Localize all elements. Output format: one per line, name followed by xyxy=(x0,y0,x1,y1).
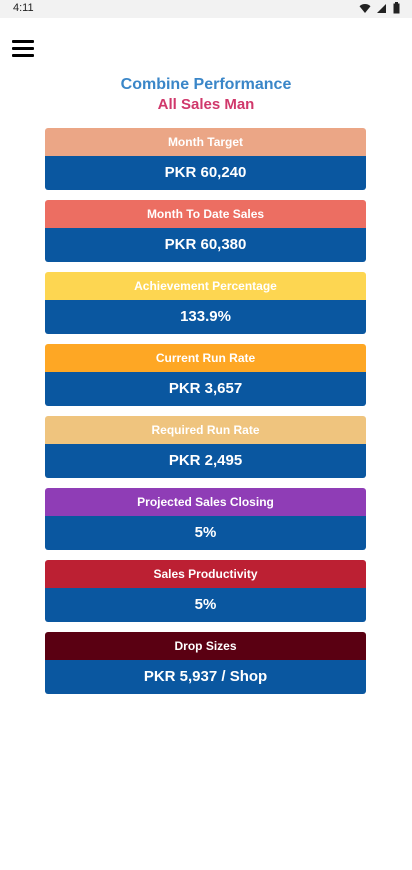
card-value: 5% xyxy=(45,516,366,550)
card-value: PKR 5,937 / Shop xyxy=(45,660,366,694)
battery-icon xyxy=(393,2,400,14)
menu-button[interactable] xyxy=(12,38,36,58)
card-value: 5% xyxy=(45,588,366,622)
card-value: PKR 3,657 xyxy=(45,372,366,406)
card-value: PKR 60,380 xyxy=(45,228,366,262)
performance-cards: Month Target PKR 60,240 Month To Date Sa… xyxy=(45,128,366,704)
card-achievement-percentage: Achievement Percentage 133.9% xyxy=(45,272,366,334)
card-label: Required Run Rate xyxy=(45,416,366,444)
card-value: PKR 2,495 xyxy=(45,444,366,478)
status-bar: 4:11 xyxy=(0,0,412,18)
card-label: Projected Sales Closing xyxy=(45,488,366,516)
card-label: Drop Sizes xyxy=(45,632,366,660)
card-month-target: Month Target PKR 60,240 xyxy=(45,128,366,190)
card-label: Month Target xyxy=(45,128,366,156)
page-title: Combine Performance xyxy=(120,76,292,93)
card-required-run-rate: Required Run Rate PKR 2,495 xyxy=(45,416,366,478)
page-subtitle: All Sales Man xyxy=(157,96,255,113)
cellular-signal-icon xyxy=(377,3,386,13)
card-sales-productivity: Sales Productivity 5% xyxy=(45,560,366,622)
card-value: PKR 60,240 xyxy=(45,156,366,190)
status-icons xyxy=(359,2,400,14)
card-label: Current Run Rate xyxy=(45,344,366,372)
wifi-icon xyxy=(359,3,371,13)
card-value: 133.9% xyxy=(45,300,366,334)
card-label: Month To Date Sales xyxy=(45,200,366,228)
card-label: Sales Productivity xyxy=(45,560,366,588)
card-projected-sales-closing: Projected Sales Closing 5% xyxy=(45,488,366,550)
status-time: 4:11 xyxy=(13,2,34,14)
card-drop-sizes: Drop Sizes PKR 5,937 / Shop xyxy=(45,632,366,694)
card-current-run-rate: Current Run Rate PKR 3,657 xyxy=(45,344,366,406)
card-label: Achievement Percentage xyxy=(45,272,366,300)
card-month-to-date-sales: Month To Date Sales PKR 60,380 xyxy=(45,200,366,262)
